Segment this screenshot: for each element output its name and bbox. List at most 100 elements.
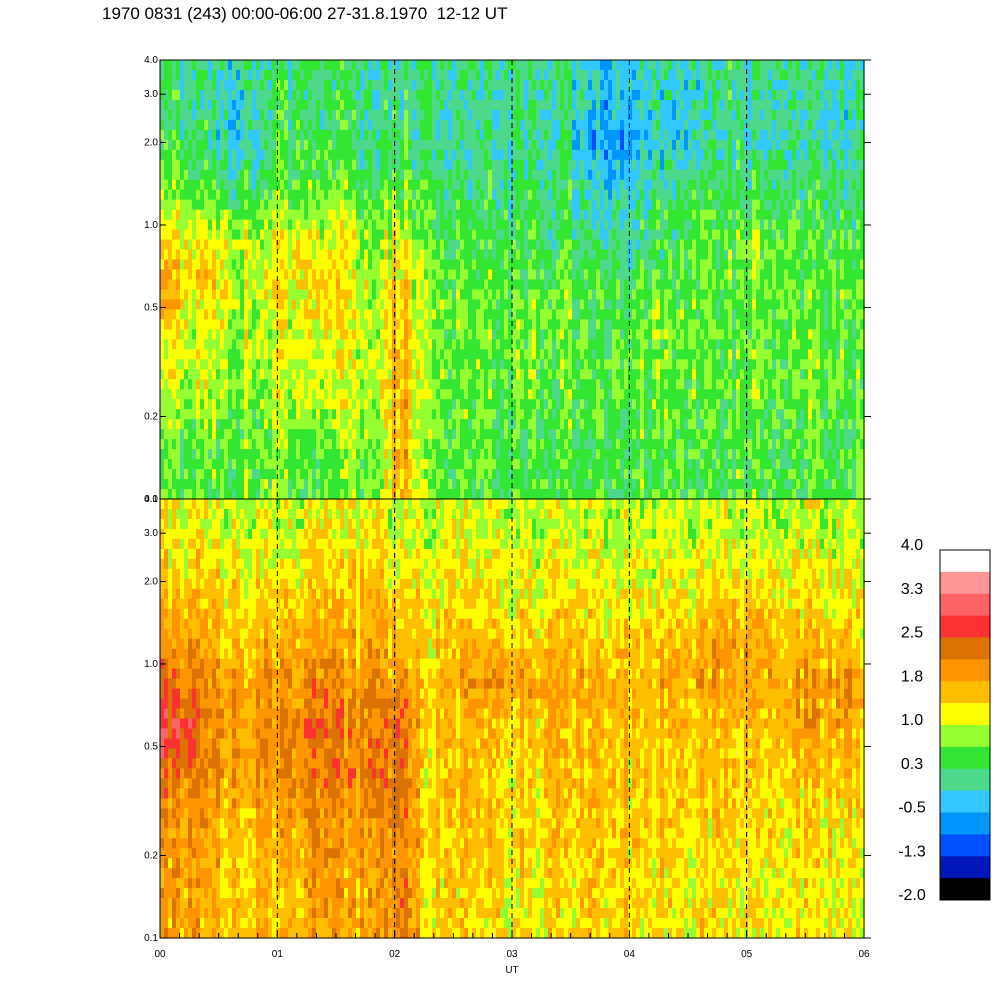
spectrogram-cell xyxy=(408,289,413,301)
spectrogram-cell xyxy=(208,479,213,490)
spectrogram-cell xyxy=(180,139,185,151)
spectrogram-cell xyxy=(376,469,381,480)
spectrogram-cell xyxy=(216,279,221,291)
spectrogram-cell xyxy=(240,229,245,241)
spectrogram-cell xyxy=(572,69,577,81)
spectrogram-cell xyxy=(280,269,285,281)
spectrogram-cell xyxy=(168,339,173,350)
spectrogram-cell xyxy=(508,99,513,111)
spectrogram-cell xyxy=(220,369,225,380)
spectrogram-cell xyxy=(600,369,605,380)
spectrogram-cell xyxy=(584,239,589,251)
spectrogram-cell xyxy=(264,219,269,231)
spectrogram-cell xyxy=(380,409,385,420)
spectrogram-cell xyxy=(432,419,437,430)
spectrogram-cell xyxy=(428,169,433,181)
spectrogram-cell xyxy=(600,219,605,231)
spectrogram-cell xyxy=(304,269,309,281)
spectrogram-cell xyxy=(352,99,357,111)
spectrogram-cell xyxy=(376,79,381,91)
spectrogram-cell xyxy=(560,129,565,141)
spectrogram-cell xyxy=(340,60,345,71)
spectrogram-cell xyxy=(568,269,573,281)
spectrogram-cell xyxy=(560,429,565,440)
spectrogram-cell xyxy=(356,139,361,151)
spectrogram-cell xyxy=(440,409,445,420)
spectrogram-cell xyxy=(424,60,429,71)
spectrogram-cell xyxy=(436,269,441,281)
spectrogram-cell xyxy=(488,289,493,301)
spectrogram-cell xyxy=(576,439,581,450)
spectrogram-cell xyxy=(528,319,533,330)
spectrogram-cell xyxy=(528,89,533,101)
spectrogram-cell xyxy=(460,189,465,201)
spectrogram-cell xyxy=(504,139,509,151)
spectrogram-cell xyxy=(408,109,413,121)
spectrogram-cell xyxy=(520,259,525,271)
spectrogram-cell xyxy=(304,339,309,350)
spectrogram-cell xyxy=(172,139,177,151)
spectrogram-cell xyxy=(272,229,277,241)
spectrogram-cell xyxy=(348,409,353,420)
spectrogram-cell xyxy=(500,269,505,281)
spectrogram-cell xyxy=(536,179,541,191)
spectrogram-cell xyxy=(544,459,549,470)
spectrogram-cell xyxy=(352,209,357,221)
spectrogram-cell xyxy=(192,459,197,470)
spectrogram-cell xyxy=(164,379,169,390)
spectrogram-cell xyxy=(548,199,553,211)
spectrogram-cell xyxy=(300,429,305,440)
spectrogram-cell xyxy=(324,109,329,121)
spectrogram-cell xyxy=(232,79,237,91)
spectrogram-cell xyxy=(168,349,173,360)
spectrogram-cell xyxy=(600,379,605,390)
spectrogram-cell xyxy=(228,209,233,221)
spectrogram-cell xyxy=(288,449,293,460)
spectrogram-cell xyxy=(424,259,429,271)
spectrogram-cell xyxy=(288,389,293,400)
spectrogram-cell xyxy=(512,409,517,420)
spectrogram-cell xyxy=(212,449,217,460)
spectrogram-cell xyxy=(292,439,297,450)
spectrogram-cell xyxy=(576,219,581,231)
spectrogram-cell xyxy=(196,109,201,121)
spectrogram-cell xyxy=(244,359,249,370)
spectrogram-cell xyxy=(600,449,605,460)
spectrogram-cell xyxy=(376,159,381,171)
spectrogram-cell xyxy=(544,329,549,340)
spectrogram-cell xyxy=(240,479,245,490)
spectrogram-cell xyxy=(568,69,573,81)
spectrogram-cell xyxy=(440,219,445,231)
spectrogram-cell xyxy=(332,69,337,81)
spectrogram-cell xyxy=(544,299,549,311)
spectrogram-cell xyxy=(560,489,565,500)
spectrogram-cell xyxy=(488,379,493,390)
spectrogram-cell xyxy=(372,129,377,141)
spectrogram-cell xyxy=(552,239,557,251)
spectrogram-cell xyxy=(224,249,229,261)
spectrogram-cell xyxy=(316,239,321,251)
spectrogram-cell xyxy=(308,79,313,91)
spectrogram-cell xyxy=(188,389,193,400)
spectrogram-cell xyxy=(360,189,365,201)
spectrogram-cell xyxy=(456,109,461,121)
spectrogram-cell xyxy=(292,69,297,81)
spectrogram-cell xyxy=(404,159,409,171)
spectrogram-cell xyxy=(280,149,285,161)
spectrogram-cell xyxy=(292,429,297,440)
spectrogram-cell xyxy=(600,149,605,161)
spectrogram-cell xyxy=(408,339,413,350)
spectrogram-cell xyxy=(380,319,385,330)
spectrogram-cell xyxy=(324,299,329,311)
spectrogram-cell xyxy=(388,339,393,350)
spectrogram-cell xyxy=(212,239,217,251)
spectrogram-cell xyxy=(468,159,473,171)
spectrogram-cell xyxy=(608,459,613,470)
spectrogram-cell xyxy=(336,279,341,291)
spectrogram-cell xyxy=(200,479,205,490)
spectrogram-cell xyxy=(428,259,433,271)
spectrogram-cell xyxy=(444,389,449,400)
spectrogram-cell xyxy=(432,319,437,330)
spectrogram-cell xyxy=(424,79,429,91)
spectrogram-cell xyxy=(196,389,201,400)
